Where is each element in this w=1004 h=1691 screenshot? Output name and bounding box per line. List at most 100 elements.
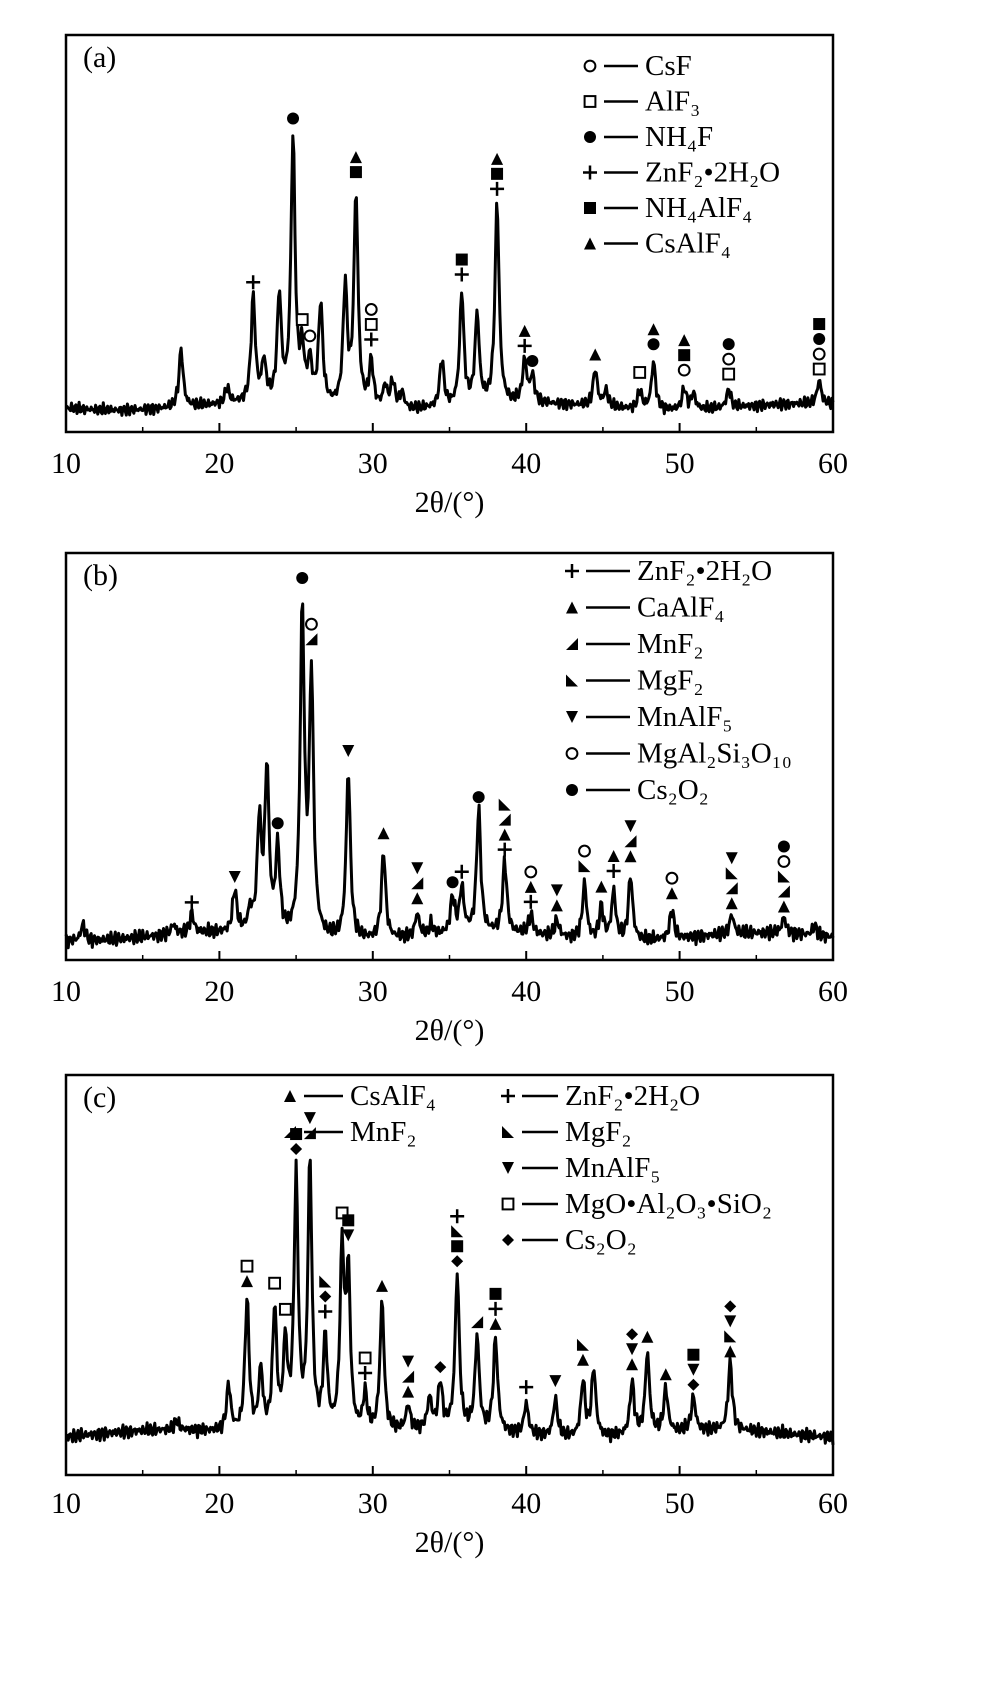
- peak-marker-plus: [490, 181, 505, 196]
- legend-entry: AlF₃: [583, 86, 700, 118]
- peak-marker-filled-square: [813, 318, 826, 331]
- x-tick-label: 10: [51, 1487, 81, 1520]
- legend-label: AlF₃: [645, 86, 700, 118]
- legend-label: NH₄AlF₄: [645, 192, 752, 224]
- x-tick-label: 30: [358, 975, 388, 1008]
- legend-marker-open-circle: [583, 59, 597, 73]
- legend-entry: NH₄F: [584, 121, 713, 153]
- legend-marker-filled-circle: [584, 131, 596, 143]
- peak-marker-filled-circle: [813, 333, 826, 346]
- peak-marker-open-circle: [722, 352, 736, 366]
- peak-marker-filled-triangle: [624, 850, 637, 863]
- peak-marker-half-triangle-right: [725, 867, 738, 880]
- peak-marker-open-square: [722, 367, 736, 381]
- legend-entry: NH₄AlF₄: [584, 192, 752, 224]
- peak-marker-inverted-triangle: [624, 820, 637, 833]
- x-tick-label: 20: [204, 447, 234, 480]
- peak-marker-open-square: [335, 1206, 349, 1220]
- legend-label: MnAlF₅: [637, 701, 733, 733]
- legend-marker-filled-circle: [566, 784, 578, 796]
- peak-marker-inverted-triangle: [303, 1112, 316, 1125]
- x-axis-label: 2θ/(°): [415, 486, 485, 519]
- legend-label: MgF₂: [565, 1116, 632, 1148]
- x-tick-label: 40: [511, 447, 541, 480]
- peak-marker-filled-triangle: [576, 1353, 589, 1366]
- peak-marker-half-triangle-left: [402, 1370, 415, 1383]
- peak-marker-half-triangle-left: [624, 835, 637, 848]
- peak-marker-filled-circle: [647, 338, 660, 351]
- peak-marker-half-triangle-left: [411, 877, 424, 890]
- peak-marker-filled-triangle: [498, 828, 511, 841]
- peak-marker-filled-triangle: [659, 1368, 672, 1381]
- peak-marker-inverted-triangle: [411, 862, 424, 875]
- legend-marker-plus: [565, 564, 579, 578]
- peak-marker-plus: [450, 1209, 465, 1224]
- peak-marker-filled-triangle: [524, 880, 537, 893]
- panel-label: (a): [83, 41, 116, 74]
- legend-label: MnAlF₅: [565, 1152, 661, 1184]
- peak-marker-plus: [519, 1380, 534, 1395]
- peak-marker-plus: [364, 332, 379, 347]
- peak-marker-filled-triangle: [641, 1330, 654, 1343]
- peak-marker-inverted-triangle: [626, 1343, 639, 1356]
- peak-marker-open-circle: [303, 329, 317, 343]
- legend-label: MnF₂: [350, 1116, 417, 1148]
- diffraction-trace: [64, 602, 835, 950]
- legend-marker-open-square: [501, 1197, 515, 1211]
- peak-marker-filled-diamond: [434, 1361, 447, 1374]
- x-axis-label: 2θ/(°): [415, 1014, 485, 1047]
- peak-marker-filled-circle: [271, 817, 284, 830]
- legend-marker-plus: [501, 1089, 515, 1103]
- peak-marker-filled-diamond: [687, 1378, 700, 1391]
- peak-marker-filled-triangle: [626, 1358, 639, 1371]
- legend-marker-half-triangle-right: [566, 674, 578, 687]
- legend-entry: ZnF₂•2H₂O: [501, 1080, 700, 1112]
- peak-marker-filled-triangle: [376, 1279, 389, 1292]
- peak-markers: [184, 571, 791, 913]
- peak-marker-filled-triangle: [607, 849, 620, 862]
- peak-marker-half-triangle-right: [451, 1225, 464, 1238]
- peak-marker-filled-triangle: [518, 324, 531, 337]
- legend-entry: MnF₂: [284, 1116, 417, 1148]
- peak-marker-plus: [454, 267, 469, 282]
- peak-marker-filled-triangle: [777, 900, 790, 913]
- legend-label: Cs₂O₂: [637, 774, 709, 806]
- peak-marker-plus: [488, 1301, 503, 1316]
- peak-marker-half-triangle-right: [498, 798, 511, 811]
- peak-marker-half-triangle-right: [319, 1275, 332, 1288]
- peak-marker-filled-circle: [296, 571, 309, 584]
- diffraction-trace: [65, 1158, 835, 1446]
- peak-marker-filled-circle: [722, 338, 735, 351]
- peak-marker-filled-square: [342, 1214, 355, 1227]
- panel-2: 10 20 30 40 50 60 2θ/(°) (b) ZnF₂•2H₂O CaAlF₄ MnF₂…: [51, 551, 848, 1047]
- x-tick-label: 10: [51, 975, 81, 1008]
- legend: CsAlF₄ MnF₂ ZnF₂•2H₂O MgF₂ MnAlF₅ MgO•Al₂O₃•S…: [284, 1080, 772, 1256]
- peak-marker-inverted-triangle: [342, 1229, 355, 1242]
- legend-label: ZnF₂•2H₂O: [565, 1080, 700, 1112]
- peak-marker-inverted-triangle: [550, 884, 563, 897]
- legend-marker-inverted-triangle: [502, 1162, 514, 1174]
- peak-marker-filled-triangle: [491, 152, 504, 165]
- legend-marker-open-square: [583, 95, 597, 108]
- legend-entry: MgF₂: [502, 1116, 632, 1148]
- legend-entry: MgF₂: [566, 665, 704, 697]
- peak-marker-plus: [523, 894, 538, 909]
- panel-label: (b): [83, 559, 118, 592]
- peak-marker-filled-triangle: [241, 1275, 254, 1288]
- peak-marker-open-square: [295, 313, 309, 326]
- peak-marker-filled-triangle: [589, 348, 602, 361]
- peak-marker-plus: [184, 895, 199, 910]
- legend-entry: MnAlF₅: [502, 1152, 661, 1184]
- peak-marker-filled-circle: [777, 840, 790, 853]
- peak-marker-open-circle: [677, 363, 691, 377]
- peak-marker-filled-square: [451, 1240, 464, 1253]
- peak-marker-open-circle: [364, 303, 378, 316]
- x-tick-label: 20: [204, 975, 234, 1008]
- peak-marker-filled-square: [687, 1348, 700, 1361]
- peak-marker-open-square: [240, 1259, 254, 1273]
- legend-entry: MgAl₂Si₃O₁₀: [565, 738, 792, 770]
- peak-marker-open-square: [268, 1276, 282, 1290]
